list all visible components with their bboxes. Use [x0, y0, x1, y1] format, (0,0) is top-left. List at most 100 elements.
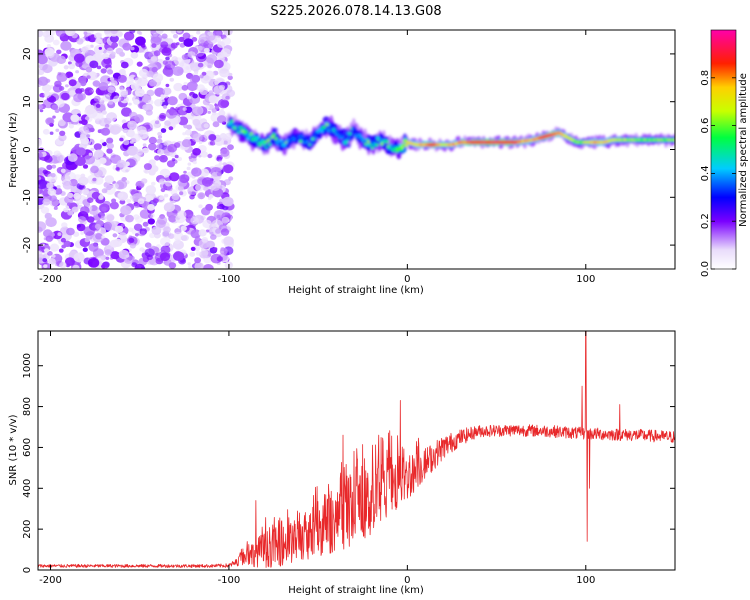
noise-blob: [80, 206, 90, 215]
noise-blob: [164, 69, 174, 77]
noise-blob: [122, 42, 132, 51]
noise-blob: [195, 183, 204, 192]
noise-blob: [67, 202, 72, 207]
noise-blob: [79, 134, 86, 139]
ridge-core: [234, 121, 239, 125]
noise-blob: [100, 229, 106, 234]
noise-blob: [216, 171, 222, 177]
ridge-core: [370, 146, 375, 150]
ridge-core: [329, 124, 334, 128]
noise-blob: [99, 139, 105, 144]
noise-blob: [49, 131, 54, 135]
y-tick-label: 1000: [22, 353, 33, 378]
noise-blob: [90, 165, 99, 174]
noise-blob: [224, 132, 233, 140]
noise-blob: [142, 104, 150, 111]
noise-blob: [104, 124, 110, 128]
noise-blob: [95, 103, 101, 108]
x-tick-label: -100: [218, 575, 241, 586]
noise-blob: [38, 76, 49, 86]
noise-blob: [223, 30, 233, 36]
noise-blob: [63, 118, 69, 122]
noise-blob: [179, 174, 190, 184]
colorbar-tick-label: 0.0: [700, 261, 711, 277]
noise-blob: [92, 73, 98, 78]
noise-blob: [87, 258, 100, 268]
noise-blob: [163, 125, 168, 129]
noise-blob: [39, 109, 44, 113]
noise-blob: [188, 265, 192, 269]
noise-blob: [220, 108, 224, 112]
ridge-core: [255, 136, 260, 140]
ridge-core: [403, 138, 408, 142]
noise-blob: [210, 182, 221, 191]
ridge-core: [336, 131, 340, 135]
noise-blob: [98, 46, 103, 50]
noise-blob: [122, 128, 129, 134]
x-tick-label: 0: [404, 575, 410, 586]
ridge-core: [341, 133, 346, 137]
noise-blob: [144, 194, 154, 202]
ridge-core: [266, 138, 271, 142]
ridge-core: [267, 142, 272, 146]
colorbar-ticks: 0.0 0.2 0.4 0.6 0.8: [700, 70, 736, 277]
noise-blob: [142, 143, 147, 147]
noise-blob: [160, 237, 171, 247]
noise-blob: [192, 148, 202, 156]
noise-blob: [46, 182, 53, 189]
noise-blob: [178, 36, 185, 43]
noise-blob: [207, 153, 213, 159]
noise-blob: [119, 88, 128, 96]
noise-blob: [144, 242, 152, 248]
noise-blob: [118, 232, 127, 240]
noise-blob: [108, 100, 114, 105]
noise-blob: [52, 84, 63, 93]
noise-blob: [82, 164, 89, 169]
noise-blob: [66, 227, 75, 236]
noise-blob: [129, 123, 135, 128]
noise-blob: [113, 95, 121, 103]
noise-blob: [80, 137, 90, 145]
noise-blob: [153, 149, 158, 153]
colorbar-gradient: [710, 29, 737, 270]
noise-blob: [146, 70, 154, 78]
noise-blob: [151, 226, 162, 235]
noise-blob: [92, 212, 97, 216]
ridge-core: [242, 127, 246, 131]
ridge-core: [374, 143, 379, 147]
noise-blob: [135, 233, 139, 237]
noise-blob: [68, 79, 77, 87]
noise-blob: [42, 128, 50, 135]
noise-blob: [203, 47, 210, 54]
noise-blob: [160, 94, 165, 98]
noise-blob: [61, 222, 68, 228]
ridge-core: [244, 130, 248, 134]
noise-blob: [220, 228, 230, 236]
noise-blob: [115, 167, 120, 171]
noise-blob: [67, 210, 74, 216]
noise-blob: [81, 119, 88, 126]
noise-blob: [157, 135, 163, 139]
x-tick-label: -100: [218, 274, 241, 285]
noise-blob: [40, 206, 50, 214]
noise-blob: [93, 95, 101, 102]
noise-blob: [129, 243, 136, 249]
noise-blob: [158, 178, 166, 185]
noise-blob: [76, 147, 86, 156]
noise-blob: [114, 225, 124, 233]
noise-blob: [59, 130, 66, 136]
noise-blob: [227, 144, 234, 151]
snr-frame: [37, 330, 676, 571]
noise-blob: [137, 126, 147, 135]
noise-blob: [129, 140, 134, 144]
noise-blob: [180, 225, 187, 231]
ridge-core: [368, 143, 373, 147]
noise-blob: [84, 237, 90, 243]
noise-blob: [53, 206, 58, 210]
ridge-core: [320, 129, 324, 133]
noise-blob: [175, 214, 186, 224]
noise-blob: [38, 152, 43, 158]
noise-blob: [104, 213, 115, 223]
noise-blob: [106, 47, 114, 54]
